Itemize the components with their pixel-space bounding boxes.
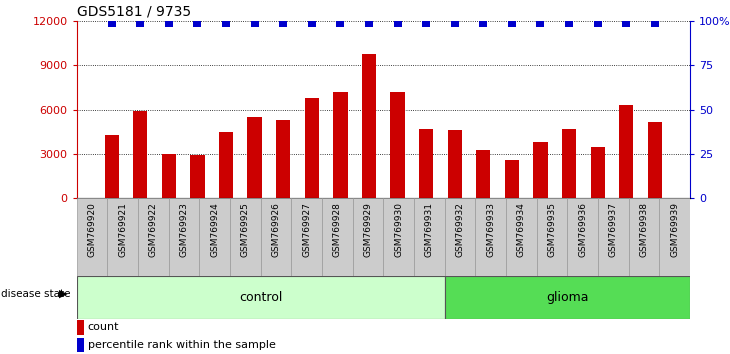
Bar	[659, 198, 690, 276]
Text: GSM769939: GSM769939	[670, 202, 679, 257]
Point	[506, 20, 518, 26]
Bar	[476, 149, 491, 198]
Bar	[383, 198, 414, 276]
Bar	[169, 198, 199, 276]
Point	[163, 20, 174, 26]
Text: GSM769932: GSM769932	[456, 202, 464, 257]
Text: GSM769929: GSM769929	[364, 202, 372, 257]
Text: ▶: ▶	[58, 289, 67, 299]
Point	[363, 20, 374, 26]
Bar	[445, 276, 690, 319]
Bar	[77, 198, 107, 276]
Point	[134, 20, 146, 26]
Point	[191, 20, 203, 26]
Bar	[138, 198, 169, 276]
Bar	[419, 129, 434, 198]
Point	[392, 20, 404, 26]
Bar	[504, 160, 519, 198]
Bar	[353, 198, 383, 276]
Point	[334, 20, 346, 26]
Bar	[391, 92, 404, 198]
Bar	[537, 198, 567, 276]
Text: GSM769927: GSM769927	[302, 202, 311, 257]
Text: GSM769931: GSM769931	[425, 202, 434, 257]
Text: GSM769921: GSM769921	[118, 202, 127, 257]
Bar	[261, 198, 291, 276]
Text: GSM769936: GSM769936	[578, 202, 587, 257]
Bar	[619, 105, 634, 198]
Text: GSM769938: GSM769938	[639, 202, 648, 257]
Text: GSM769933: GSM769933	[486, 202, 495, 257]
Text: disease state: disease state	[1, 289, 71, 299]
Bar	[506, 198, 537, 276]
Point	[477, 20, 489, 26]
Text: glioma: glioma	[546, 291, 588, 304]
Point	[420, 20, 432, 26]
Point	[249, 20, 261, 26]
Text: control: control	[239, 291, 283, 304]
Bar	[247, 117, 262, 198]
Bar	[322, 198, 353, 276]
Bar	[567, 198, 598, 276]
Point	[592, 20, 604, 26]
Bar	[77, 276, 445, 319]
Bar	[562, 129, 576, 198]
Text: GSM769935: GSM769935	[548, 202, 556, 257]
Bar	[414, 198, 445, 276]
Bar	[534, 142, 548, 198]
Bar	[475, 198, 506, 276]
Bar	[291, 198, 322, 276]
Bar	[445, 198, 475, 276]
Text: count: count	[88, 322, 119, 332]
Point	[534, 20, 546, 26]
Text: GSM769934: GSM769934	[517, 202, 526, 257]
Text: GSM769930: GSM769930	[394, 202, 403, 257]
Bar	[362, 54, 376, 198]
Bar	[77, 338, 84, 352]
Bar	[591, 147, 604, 198]
Point	[306, 20, 318, 26]
Bar	[629, 198, 659, 276]
Point	[649, 20, 661, 26]
Bar	[598, 198, 629, 276]
Bar	[219, 132, 233, 198]
Text: percentile rank within the sample: percentile rank within the sample	[88, 340, 275, 350]
Point	[564, 20, 575, 26]
Text: GSM769924: GSM769924	[210, 202, 219, 257]
Bar	[333, 92, 347, 198]
Text: GSM769926: GSM769926	[272, 202, 280, 257]
Bar	[133, 111, 147, 198]
Point	[277, 20, 289, 26]
Text: GSM769923: GSM769923	[180, 202, 188, 257]
Bar	[162, 154, 176, 198]
Bar	[648, 121, 662, 198]
Bar	[230, 198, 261, 276]
Bar	[447, 130, 462, 198]
Bar	[104, 135, 119, 198]
Point	[220, 20, 232, 26]
Text: GSM769920: GSM769920	[88, 202, 96, 257]
Bar	[77, 320, 84, 335]
Point	[449, 20, 461, 26]
Point	[620, 20, 632, 26]
Bar	[276, 120, 291, 198]
Bar	[107, 198, 138, 276]
Bar	[199, 198, 230, 276]
Text: GSM769928: GSM769928	[333, 202, 342, 257]
Point	[106, 20, 118, 26]
Bar	[191, 155, 204, 198]
Text: GDS5181 / 9735: GDS5181 / 9735	[77, 5, 191, 19]
Text: GSM769937: GSM769937	[609, 202, 618, 257]
Text: GSM769925: GSM769925	[241, 202, 250, 257]
Text: GSM769922: GSM769922	[149, 202, 158, 257]
Bar	[304, 98, 319, 198]
